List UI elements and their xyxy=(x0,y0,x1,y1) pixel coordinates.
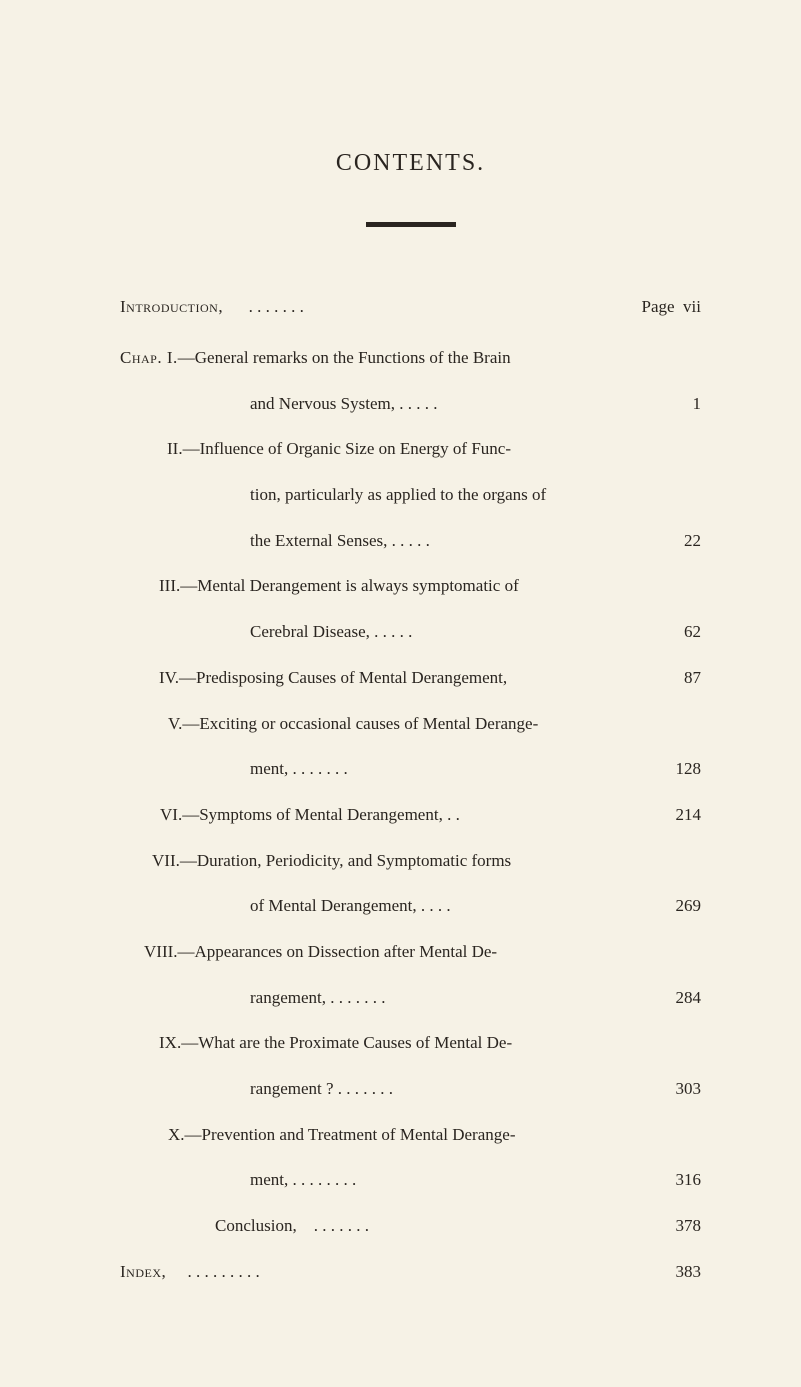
chapter-1-title1: —General remarks on the Functions of the… xyxy=(178,348,511,367)
intro-page: Page vii xyxy=(642,297,702,317)
chapter-7-roman: VII. xyxy=(152,851,180,870)
chapter-10-cont: ment, . . . . . . . . xyxy=(120,1162,671,1198)
chapter-8-text: VIII.—Appearances on Dissection after Me… xyxy=(120,934,701,970)
chapter-5: V.—Exciting or occasional causes of Ment… xyxy=(120,706,701,787)
chapter-2-cont1: tion, particularly as applied to the org… xyxy=(120,477,701,513)
intro-row: Introduction, . . . . . . . Page vii xyxy=(120,297,701,317)
chapter-3-cont: Cerebral Disease, . . . . . xyxy=(120,614,671,650)
chapter-8-line2: rangement, . . . . . . . 284 xyxy=(120,980,701,1016)
chapter-4-title1: —Predisposing Causes of Mental Derangeme… xyxy=(179,668,507,687)
chapter-5-roman: V. xyxy=(168,714,182,733)
chapter-7-page: 269 xyxy=(671,888,701,924)
index-text: Index, . . . . . . . . . xyxy=(120,1262,260,1282)
index-label: Index, xyxy=(120,1262,166,1281)
title-divider xyxy=(366,222,456,227)
chapter-10-line2: ment, . . . . . . . . 316 xyxy=(120,1162,701,1198)
chapter-8-cont: rangement, . . . . . . . xyxy=(120,980,671,1016)
chapter-10: X.—Prevention and Treatment of Mental De… xyxy=(120,1117,701,1198)
chapter-2-line1: II.—Influence of Organic Size on Energy … xyxy=(120,431,701,467)
index-page: 383 xyxy=(671,1262,701,1282)
chapter-2-roman: II. xyxy=(167,439,183,458)
chapter-3-roman: III. xyxy=(159,576,180,595)
chapter-7: VII.—Duration, Periodicity, and Symptoma… xyxy=(120,843,701,924)
conclusion-label: Conclusion, xyxy=(215,1216,297,1235)
chapter-3: III.—Mental Derangement is always sympto… xyxy=(120,568,701,649)
conclusion-page: 378 xyxy=(671,1208,701,1244)
chapter-4-line1: IV.—Predisposing Causes of Mental Derang… xyxy=(120,660,701,696)
chapter-9-cont: rangement ? . . . . . . . xyxy=(120,1071,671,1107)
chapter-10-title1: —Prevention and Treatment of Mental Dera… xyxy=(185,1125,516,1144)
chapter-4: IV.—Predisposing Causes of Mental Derang… xyxy=(120,660,701,696)
intro-label: Introduction, . . . . . . . xyxy=(120,297,304,317)
chapter-6-title1: —Symptoms of Mental Derangement, . . xyxy=(182,805,460,824)
chapter-8-page: 284 xyxy=(671,980,701,1016)
chapter-3-page: 62 xyxy=(671,614,701,650)
chapter-2-line2: tion, particularly as applied to the org… xyxy=(120,477,701,513)
chapter-1-page: 1 xyxy=(671,386,701,422)
chapter-2-text: II.—Influence of Organic Size on Energy … xyxy=(120,431,701,467)
chapter-3-title1: —Mental Derangement is always symptomati… xyxy=(180,576,519,595)
chapter-2-title1: —Influence of Organic Size on Energy of … xyxy=(183,439,511,458)
chapter-3-line1: III.—Mental Derangement is always sympto… xyxy=(120,568,701,604)
chapter-9-line2: rangement ? . . . . . . . 303 xyxy=(120,1071,701,1107)
conclusion-dots: . . . . . . . xyxy=(314,1216,369,1235)
page-contents: CONTENTS. Introduction, . . . . . . . Pa… xyxy=(0,0,801,1387)
conclusion-text: Conclusion, . . . . . . . xyxy=(120,1208,671,1244)
chapter-1-text: Chap. I.—General remarks on the Function… xyxy=(120,340,671,376)
chapter-10-roman: X. xyxy=(168,1125,185,1144)
chapter-5-cont: ment, . . . . . . . xyxy=(120,751,671,787)
chapter-6-text: VI.—Symptoms of Mental Derangement, . . xyxy=(120,797,671,833)
chapter-6-line1: VI.—Symptoms of Mental Derangement, . . … xyxy=(120,797,701,833)
chapter-1-line1: Chap. I.—General remarks on the Function… xyxy=(120,340,701,376)
chapter-2-line3: the External Senses, . . . . . 22 xyxy=(120,523,701,559)
chapter-8: VIII.—Appearances on Dissection after Me… xyxy=(120,934,701,1015)
chapter-1: Chap. I.—General remarks on the Function… xyxy=(120,340,701,421)
chapter-9-text: IX.—What are the Proximate Causes of Men… xyxy=(120,1025,701,1061)
chapter-9: IX.—What are the Proximate Causes of Men… xyxy=(120,1025,701,1106)
page-title: CONTENTS. xyxy=(120,150,701,177)
index-row: Index, . . . . . . . . . 383 xyxy=(120,1262,701,1282)
index-dots: . . . . . . . . . xyxy=(188,1262,260,1281)
chapter-2-page: 22 xyxy=(671,523,701,559)
chapter-9-title1: —What are the Proximate Causes of Mental… xyxy=(181,1033,512,1052)
chapter-5-line1: V.—Exciting or occasional causes of Ment… xyxy=(120,706,701,742)
chapter-7-line1: VII.—Duration, Periodicity, and Symptoma… xyxy=(120,843,701,879)
chapter-6-page: 214 xyxy=(671,797,701,833)
intro-page-prefix: Page xyxy=(642,297,675,316)
intro-page-num: vii xyxy=(683,297,701,316)
chapter-10-text: X.—Prevention and Treatment of Mental De… xyxy=(120,1117,701,1153)
chapter-5-line2: ment, . . . . . . . 128 xyxy=(120,751,701,787)
chapter-4-roman: IV. xyxy=(159,668,179,687)
chapter-1-line2: and Nervous System, . . . . . 1 xyxy=(120,386,701,422)
chapter-8-roman: VIII. xyxy=(144,942,178,961)
chapter-8-line1: VIII.—Appearances on Dissection after Me… xyxy=(120,934,701,970)
chapter-4-text: IV.—Predisposing Causes of Mental Derang… xyxy=(120,660,671,696)
chapter-3-text: III.—Mental Derangement is always sympto… xyxy=(120,568,701,604)
chapter-2-cont2: the External Senses, . . . . . xyxy=(120,523,671,559)
chapter-4-page: 87 xyxy=(671,660,701,696)
chapter-9-page: 303 xyxy=(671,1071,701,1107)
chapter-5-page: 128 xyxy=(671,751,701,787)
chapter-10-page: 316 xyxy=(671,1162,701,1198)
chapter-2: II.—Influence of Organic Size on Energy … xyxy=(120,431,701,558)
chapter-6: VI.—Symptoms of Mental Derangement, . . … xyxy=(120,797,701,833)
chapter-6-roman: VI. xyxy=(160,805,182,824)
chapter-1-cont: and Nervous System, . . . . . xyxy=(120,386,671,422)
intro-label-text: Introduction, xyxy=(120,297,223,316)
chapter-1-roman: Chap. I. xyxy=(120,348,178,367)
chapter-7-line2: of Mental Derangement, . . . . 269 xyxy=(120,888,701,924)
chapter-7-cont: of Mental Derangement, . . . . xyxy=(120,888,671,924)
chapter-8-title1: —Appearances on Dissection after Mental … xyxy=(178,942,498,961)
chapter-10-line1: X.—Prevention and Treatment of Mental De… xyxy=(120,1117,701,1153)
chapter-3-line2: Cerebral Disease, . . . . . 62 xyxy=(120,614,701,650)
intro-dots: . . . . . . . xyxy=(249,297,304,316)
chapter-9-roman: IX. xyxy=(159,1033,181,1052)
chapter-9-line1: IX.—What are the Proximate Causes of Men… xyxy=(120,1025,701,1061)
chapter-7-title1: —Duration, Periodicity, and Symptomatic … xyxy=(180,851,511,870)
chapter-7-text: VII.—Duration, Periodicity, and Symptoma… xyxy=(120,843,701,879)
conclusion-row: Conclusion, . . . . . . . 378 xyxy=(120,1208,701,1244)
chapter-5-title1: —Exciting or occasional causes of Mental… xyxy=(182,714,538,733)
chapter-5-text: V.—Exciting or occasional causes of Ment… xyxy=(120,706,701,742)
